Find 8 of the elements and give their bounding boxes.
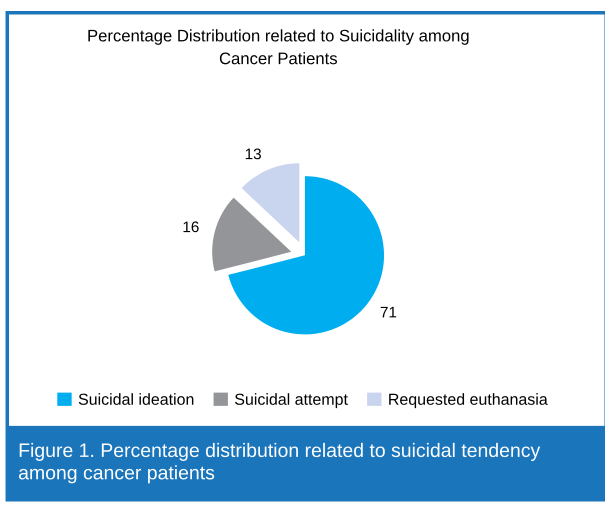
legend-label: Suicidal ideation xyxy=(78,393,194,405)
caption: Figure 1. Percentage distribution related to suicidal tendency among cancer patients xyxy=(18,442,540,484)
data-label: 13 xyxy=(246,148,261,160)
data-label: 16 xyxy=(183,221,199,232)
chart-title: Percentage Distribution related to Suicidality among Cancer Patients xyxy=(88,29,469,64)
legend-label: Suicidal attempt xyxy=(235,393,348,408)
data-label: 71 xyxy=(380,306,396,318)
legend-label: Requested euthanasia xyxy=(389,393,548,408)
